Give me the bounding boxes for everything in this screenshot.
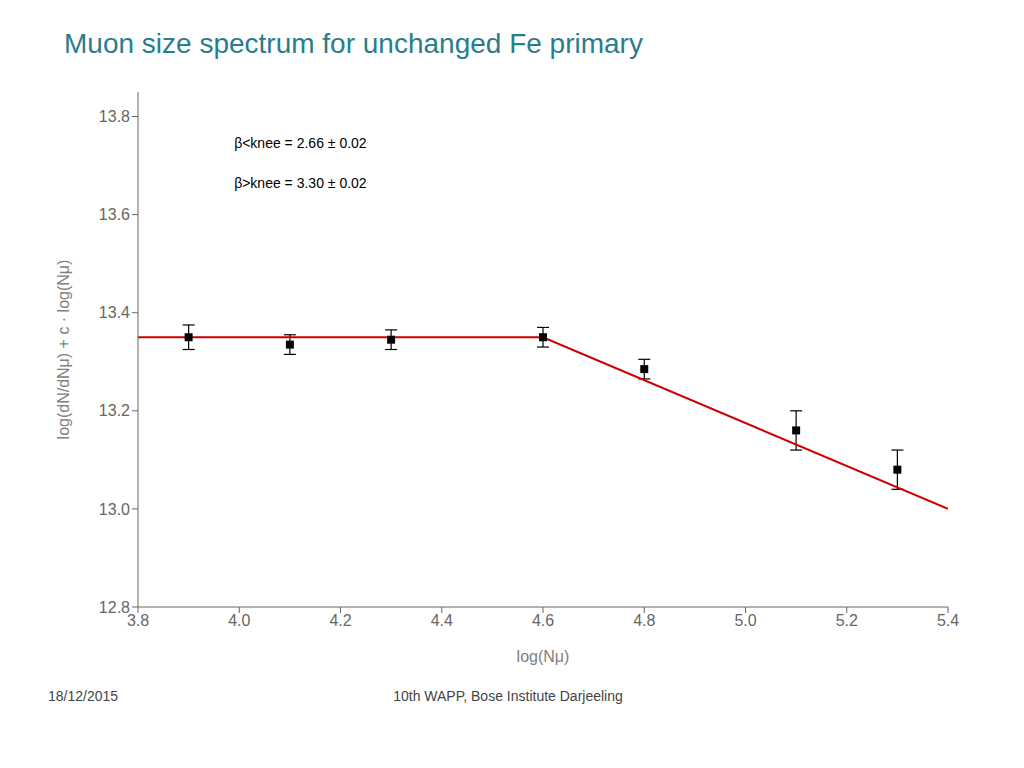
svg-text:13.2: 13.2 xyxy=(99,402,130,419)
svg-text:13.8: 13.8 xyxy=(99,108,130,125)
svg-text:5.2: 5.2 xyxy=(836,612,858,629)
svg-text:3.8: 3.8 xyxy=(127,612,149,629)
svg-text:12.8: 12.8 xyxy=(99,599,130,616)
svg-text:β>knee = 3.30 ± 0.02: β>knee = 3.30 ± 0.02 xyxy=(234,175,367,191)
svg-text:log(dN/dNμ) + c · log(Nμ): log(dN/dNμ) + c · log(Nμ) xyxy=(55,260,72,440)
html-text:18/12/2015: 18/12/2015 xyxy=(48,688,119,704)
svg-text:4.6: 4.6 xyxy=(532,612,554,629)
svg-text:13.6: 13.6 xyxy=(99,206,130,223)
svg-text:4.2: 4.2 xyxy=(329,612,351,629)
svg-text:5.4: 5.4 xyxy=(937,612,959,629)
svg-text:4.8: 4.8 xyxy=(633,612,655,629)
html-text:10th WAPP, Bose Institute Darj: 10th WAPP, Bose Institute Darjeeling xyxy=(393,688,623,704)
svg-text:β<knee = 2.66 ± 0.02: β<knee = 2.66 ± 0.02 xyxy=(234,135,367,151)
svg-text:log(Nμ): log(Nμ) xyxy=(517,648,570,665)
svg-text:13.4: 13.4 xyxy=(99,304,130,321)
svg-text:4.4: 4.4 xyxy=(431,612,453,629)
html-text:Muon size spectrum for unchang: Muon size spectrum for unchanged Fe prim… xyxy=(64,28,643,59)
svg-text:5.0: 5.0 xyxy=(734,612,756,629)
svg-text:4.0: 4.0 xyxy=(228,612,250,629)
svg-text:13.0: 13.0 xyxy=(99,501,130,518)
